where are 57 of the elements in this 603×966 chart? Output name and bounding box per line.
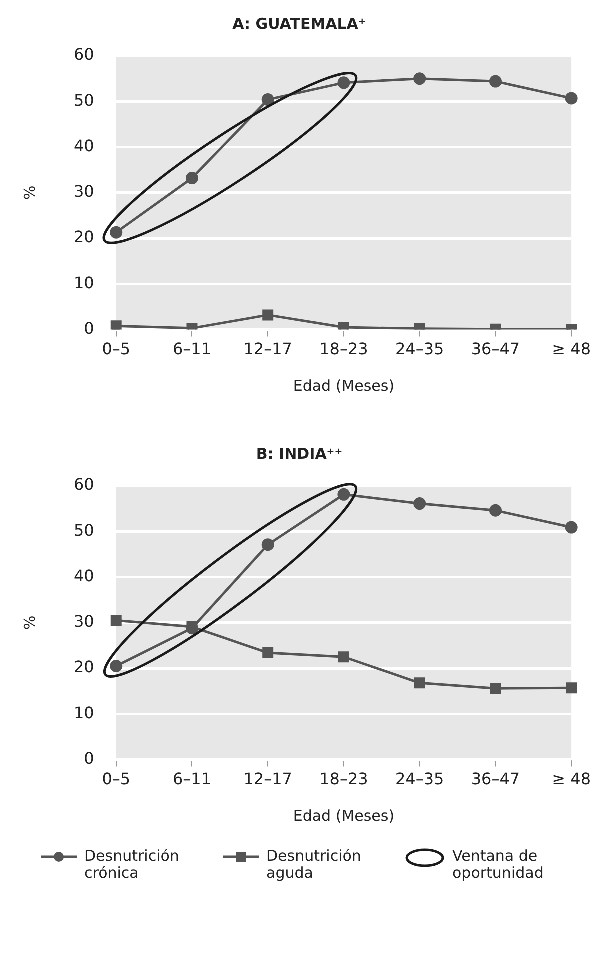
x-tick-label: 24–35 — [395, 340, 444, 359]
y-tick-label: 40 — [74, 136, 94, 156]
point — [110, 226, 123, 239]
y-tick-label: 10 — [74, 703, 94, 722]
point — [262, 94, 274, 106]
x-tick-label: ≥ 48 — [552, 770, 592, 789]
x-axis-title: Edad (Meses) — [293, 376, 395, 395]
y-tick-label: 20 — [74, 658, 94, 677]
point — [414, 498, 426, 510]
point — [490, 683, 502, 694]
y-tick-label: 20 — [74, 228, 94, 247]
y-tick-label: 30 — [74, 182, 94, 202]
x-tick-label: ≥ 48 — [552, 340, 592, 359]
x-tick-label: 24–35 — [395, 770, 444, 789]
y-tick-label: 40 — [74, 566, 94, 586]
y-axis-title: % — [20, 616, 39, 630]
x-tick-label: 12–17 — [244, 340, 292, 359]
x-tick-label: 12–17 — [244, 770, 292, 789]
point — [566, 682, 578, 694]
legend-label: Desnutrición aguda — [266, 847, 362, 882]
point — [338, 652, 350, 663]
x-tick-label: 18–23 — [320, 770, 368, 789]
point — [110, 660, 123, 672]
point — [262, 648, 274, 659]
x-tick-label: 6–11 — [172, 340, 212, 359]
x-tick-label: 36–47 — [471, 340, 520, 359]
x-tick-label: 0–5 — [102, 340, 131, 359]
chart-title: B: INDIA⁺⁺ — [256, 444, 343, 463]
point — [565, 92, 578, 105]
point — [489, 75, 502, 88]
point — [414, 72, 426, 86]
legend-label: Desnutrición crónica — [84, 847, 180, 882]
point — [565, 521, 578, 534]
point — [338, 76, 350, 90]
point — [414, 678, 426, 689]
y-tick-label: 50 — [74, 90, 94, 110]
text: Ventana de oportunidad — [452, 847, 545, 882]
x-tick-label: 18–23 — [320, 340, 368, 359]
y-tick-label: 10 — [74, 273, 94, 292]
y-tick-label: 0 — [84, 748, 94, 768]
point — [110, 615, 122, 626]
point — [186, 172, 198, 185]
y-tick-label: 60 — [74, 45, 94, 64]
chart-title: A: GUATEMALA⁺ — [232, 14, 366, 33]
point — [338, 488, 350, 501]
x-tick-label: 0–5 — [102, 770, 131, 789]
point — [262, 538, 274, 552]
y-tick-label: 30 — [74, 612, 94, 632]
x-tick-label: 6–11 — [172, 770, 212, 789]
x-tick-label: 36–47 — [471, 770, 520, 789]
y-tick-label: 60 — [74, 475, 94, 494]
y-axis-title: % — [20, 186, 39, 200]
y-tick-label: 50 — [74, 520, 94, 540]
point — [489, 504, 502, 517]
y-tick-label: 0 — [84, 318, 94, 338]
x-axis-title: Edad (Meses) — [293, 806, 395, 825]
point — [110, 320, 122, 330]
